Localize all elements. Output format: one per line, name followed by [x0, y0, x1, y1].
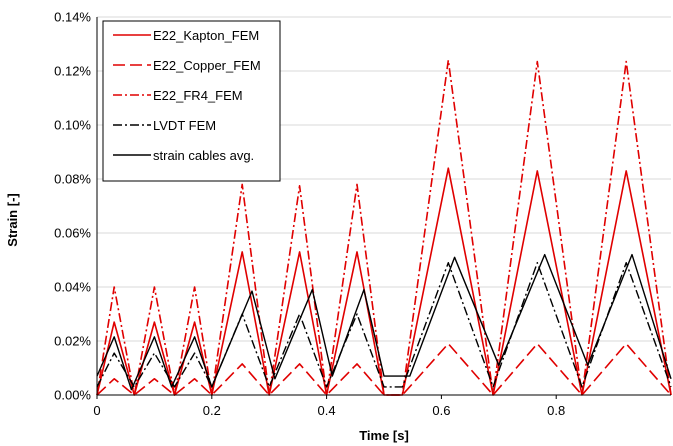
y-tick-label: 0.12% — [54, 64, 91, 79]
legend: E22_Kapton_FEM E22_Copper_FEM E22_FR4_FE… — [102, 20, 281, 182]
x-tick-label: 0 — [93, 403, 100, 418]
legend-label-strain-cables: strain cables avg. — [153, 148, 254, 163]
legend-label-kapton: E22_Kapton_FEM — [153, 28, 259, 43]
series-line-e22-kapton-fem — [96, 167, 672, 396]
y-tick-label: 0.08% — [54, 172, 91, 187]
ticks: 0.00% 0.02% 0.04% 0.06% 0.08% 0.10% 0.12% 0.14%… — [54, 10, 565, 419]
legend-label-fr4: E22_FR4_FEM — [153, 88, 243, 103]
series-line-strain-cables-avg — [96, 253, 672, 391]
y-tick-label: 0.00% — [54, 388, 91, 403]
legend-label-lvdt: LVDT FEM — [153, 118, 216, 133]
x-tick-label: 0.6 — [432, 403, 450, 418]
y-tick-label: 0.02% — [54, 334, 91, 349]
y-tick-label: 0.06% — [54, 226, 91, 241]
y-tick-label: 0.04% — [54, 280, 91, 295]
x-tick-label: 0.8 — [547, 403, 565, 418]
x-tick-label: 0.2 — [203, 403, 221, 418]
y-tick-label: 0.10% — [54, 118, 91, 133]
series-line-e22-copper-fem — [96, 342, 672, 396]
series-layer — [96, 59, 672, 396]
series-line-lvdt-fem — [96, 262, 672, 388]
y-axis-title: Strain [-] — [5, 193, 20, 246]
x-axis-title: Time [s] — [359, 428, 409, 443]
x-tick-label: 0.4 — [318, 403, 336, 418]
y-tick-label: 0.14% — [54, 10, 91, 25]
axes — [96, 17, 671, 396]
legend-label-copper: E22_Copper_FEM — [153, 58, 261, 73]
